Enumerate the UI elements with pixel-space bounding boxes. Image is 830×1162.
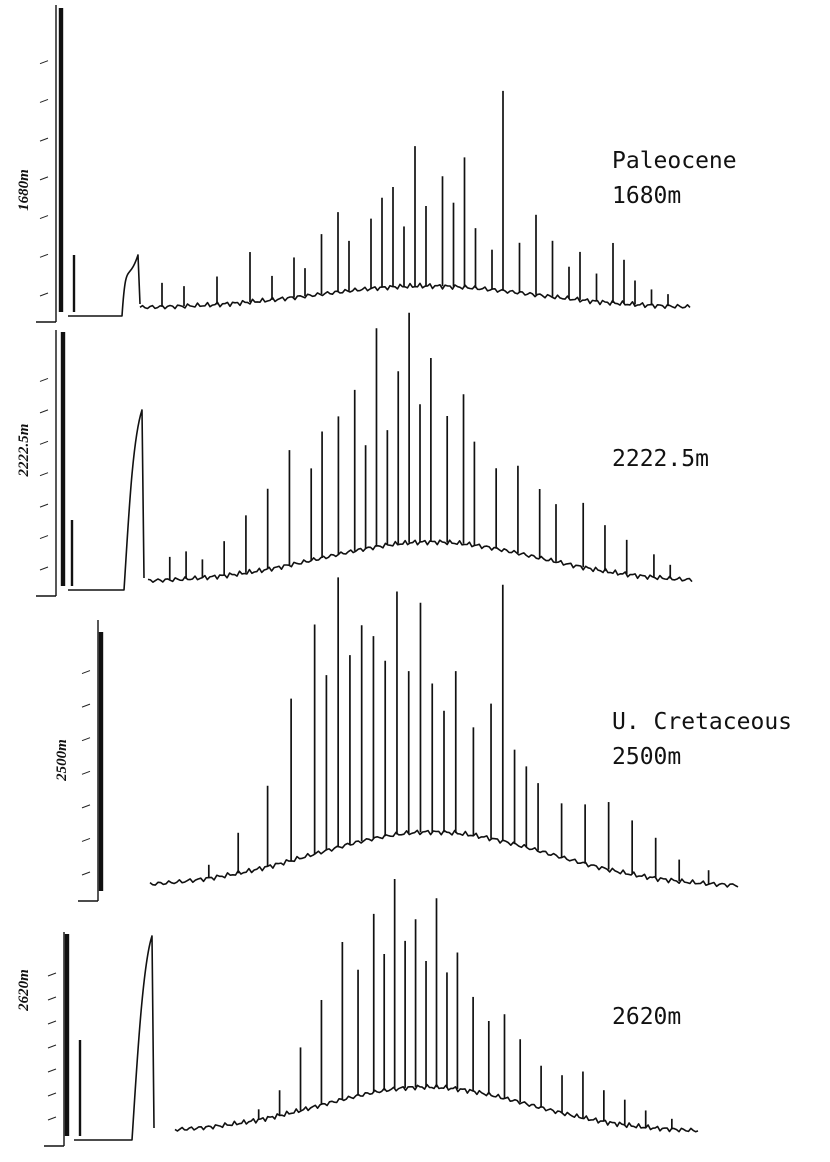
axis-tick: [47, 1092, 57, 1097]
chromatogram-panel: 1680m Paleocene 1680m: [16, 5, 737, 323]
axis-tick: [39, 440, 49, 445]
axis-tick: [47, 1116, 57, 1121]
panel-label: 2500m: [612, 744, 681, 770]
axis-tick: [39, 215, 49, 220]
axis-tick: [81, 770, 91, 775]
solvent-front: [74, 935, 155, 1141]
axis-tick: [39, 137, 49, 142]
solvent-front: [68, 254, 141, 317]
panel-label: 2222.5m: [612, 446, 709, 472]
panel-label: U. Cretaceous: [612, 709, 792, 735]
axis-tick: [47, 1068, 57, 1073]
axis-tick: [39, 292, 49, 297]
panel-side-label: 2222.5m: [16, 424, 32, 478]
axis-tick: [81, 871, 91, 876]
panel-side-label: 2620m: [16, 969, 32, 1012]
axis-tick: [81, 703, 91, 708]
axis-tick: [39, 377, 49, 382]
axis-tick: [39, 503, 49, 508]
axis-tick: [47, 996, 57, 1001]
axis-tick: [81, 670, 91, 675]
axis-tick: [39, 98, 49, 103]
chromatogram-panel: 2500m U. Cretaceous 2500m: [54, 577, 792, 902]
axis-tick: [47, 972, 57, 977]
panel-label: Paleocene: [612, 148, 737, 174]
baseline-trace: [147, 539, 693, 583]
axis-tick: [39, 176, 49, 181]
baseline-trace: [139, 282, 691, 310]
axis-tick: [81, 837, 91, 842]
axis-tick: [39, 535, 49, 540]
solvent-front: [68, 409, 145, 591]
axis-tick: [39, 253, 49, 258]
panel-label: 1680m: [612, 183, 681, 209]
baseline-trace: [174, 1083, 699, 1133]
axis-tick: [47, 1044, 57, 1049]
axis-tick: [39, 566, 49, 571]
axis-tick: [39, 409, 49, 414]
chromatogram-panel: 2620m 2620m: [16, 879, 699, 1147]
axis-tick: [47, 1020, 57, 1025]
chromatogram-panel: 2222.5m 2222.5m: [16, 312, 709, 597]
axis-tick: [39, 472, 49, 477]
panel-side-label: 1680m: [16, 169, 32, 211]
chromatogram-panels: 1680m Paleocene 1680m 2222.5m 2222.5m 2500m U.…: [16, 5, 792, 1147]
axis-tick: [39, 60, 49, 65]
axis-tick: [81, 737, 91, 742]
panel-side-label: 2500m: [54, 739, 70, 782]
axis-tick: [81, 804, 91, 809]
panel-label: 2620m: [612, 1004, 681, 1030]
